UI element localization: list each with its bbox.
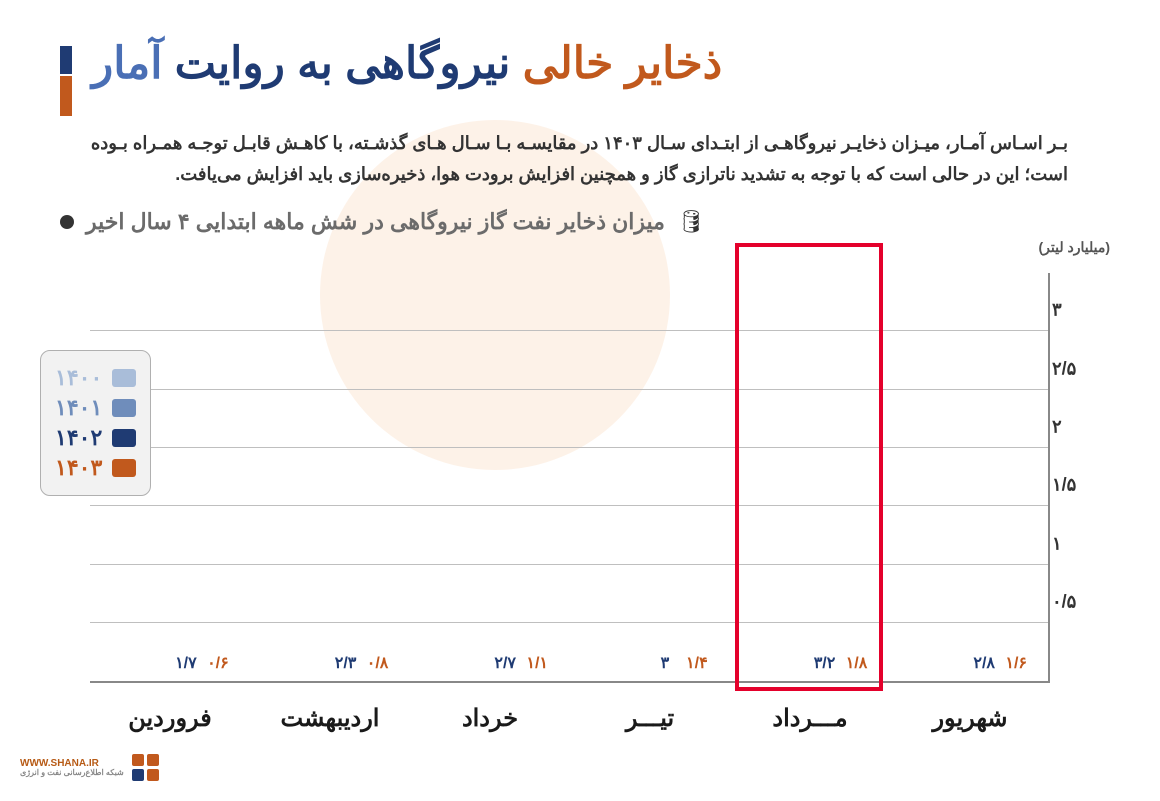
bar-value-label: ۱/۷ (175, 653, 197, 673)
logo-icon (132, 754, 159, 781)
main-container: ذخایر خالی نیروگاهی به روایت آمار بـر اس… (0, 0, 1160, 743)
y-tick-label: ۱/۵ (1052, 475, 1096, 496)
barrel-icon: 🛢 (677, 209, 705, 235)
grid-line (90, 389, 1048, 390)
x-axis-labels: فروردین اردیبهشت خرداد تیـــر مـــرداد شهریور (90, 704, 1050, 733)
bar-value-label: ۲/۷ (494, 653, 516, 673)
legend-item: ۱۴۰۳ (55, 455, 136, 481)
legend-swatch (112, 369, 136, 387)
chart-area: (میلیارد لیتر) ۱/۷۰/۶۲/۳۰/۸۲/۷۱/۱۳۱/۴۳/۲… (60, 243, 1100, 743)
grid-line (90, 447, 1048, 448)
x-axis-label: اردیبهشت (260, 704, 400, 733)
grid-line (90, 564, 1048, 565)
legend-item: ۱۴۰۱ (55, 395, 136, 421)
bar-value-label: ۰/۸ (367, 653, 389, 673)
y-tick-label: ۲ (1052, 417, 1096, 438)
bar-groups: ۱/۷ ۰/۶ ۲/۳ ۰/۸ ۲/۷ ۱/۱ ۳ ۱/۴ ۳/۲ ۱/۸ ۲/۸ ۱/۶ (90, 273, 1048, 681)
x-axis-label: تیـــر (580, 704, 720, 733)
legend-label: ۱۴۰۱ (55, 395, 102, 421)
bar-value-label: ۱/۴ (686, 653, 708, 673)
plot-area: ۱/۷۰/۶۲/۳۰/۸۲/۷۱/۱۳۱/۴۳/۲۱/۸۲/۸۱/۶ ۰/۵۱۱… (90, 273, 1050, 683)
y-tick-label: ۳ (1052, 300, 1096, 321)
legend-item: ۱۴۰۲ (55, 425, 136, 451)
x-axis-label: خرداد (420, 704, 560, 733)
x-axis-label: فروردین (100, 704, 240, 733)
legend-label: ۱۴۰۲ (55, 425, 102, 451)
chart-legend: ۱۴۰۰ ۱۴۰۱ ۱۴۰۲ ۱۴۰۳ (40, 350, 151, 496)
bar-value-label: ۲/۳ (335, 653, 357, 673)
chart-title: میزان ذخایر نفت گاز نیروگاهی در شش ماهه … (86, 209, 665, 235)
bar-value-label: ۳ (661, 653, 670, 673)
y-tick-label: ۲/۵ (1052, 358, 1096, 379)
legend-swatch (112, 429, 136, 447)
legend-label: ۱۴۰۳ (55, 455, 102, 481)
x-axis-label: شهریور (900, 704, 1040, 733)
bar-value-label: ۳/۲ (814, 653, 836, 673)
bar-value-label: ۱/۶ (1005, 653, 1027, 673)
bullet-icon (60, 215, 74, 229)
chart-header: 🛢 میزان ذخایر نفت گاز نیروگاهی در شش ماه… (60, 209, 1100, 235)
y-tick-label: ۰/۵ (1052, 591, 1096, 612)
bar-value-label: ۰/۶ (207, 653, 229, 673)
footer-logo: WWW.SHANA.IR شبکه اطلاع‌رسانی نفت و انرژ… (20, 754, 159, 781)
x-axis-label: مـــرداد (740, 704, 880, 733)
page-title: ذخایر خالی نیروگاهی به روایت آمار (92, 40, 722, 88)
y-axis-unit: (میلیارد لیتر) (1039, 239, 1111, 256)
bar-value-label: ۱/۸ (846, 653, 868, 673)
subtitle-text: بـر اسـاس آمـار، میـزان ذخایـر نیروگاهـی… (60, 128, 1100, 189)
logo-text: WWW.SHANA.IR شبکه اطلاع‌رسانی نفت و انرژ… (20, 758, 124, 778)
legend-label: ۱۴۰۰ (55, 365, 102, 391)
grid-line (90, 505, 1048, 506)
title-row: ذخایر خالی نیروگاهی به روایت آمار (60, 40, 1100, 116)
title-accent-bars (60, 40, 72, 116)
bar-value-label: ۱/۱ (526, 653, 548, 673)
legend-swatch (112, 399, 136, 417)
footer-url: WWW.SHANA.IR (20, 758, 99, 769)
grid-line (90, 330, 1048, 331)
bar-value-label: ۲/۸ (973, 653, 995, 673)
grid-line (90, 622, 1048, 623)
legend-item: ۱۴۰۰ (55, 365, 136, 391)
y-tick-label: ۱ (1052, 533, 1096, 554)
footer-tagline: شبکه اطلاع‌رسانی نفت و انرژی (20, 769, 124, 778)
legend-swatch (112, 459, 136, 477)
